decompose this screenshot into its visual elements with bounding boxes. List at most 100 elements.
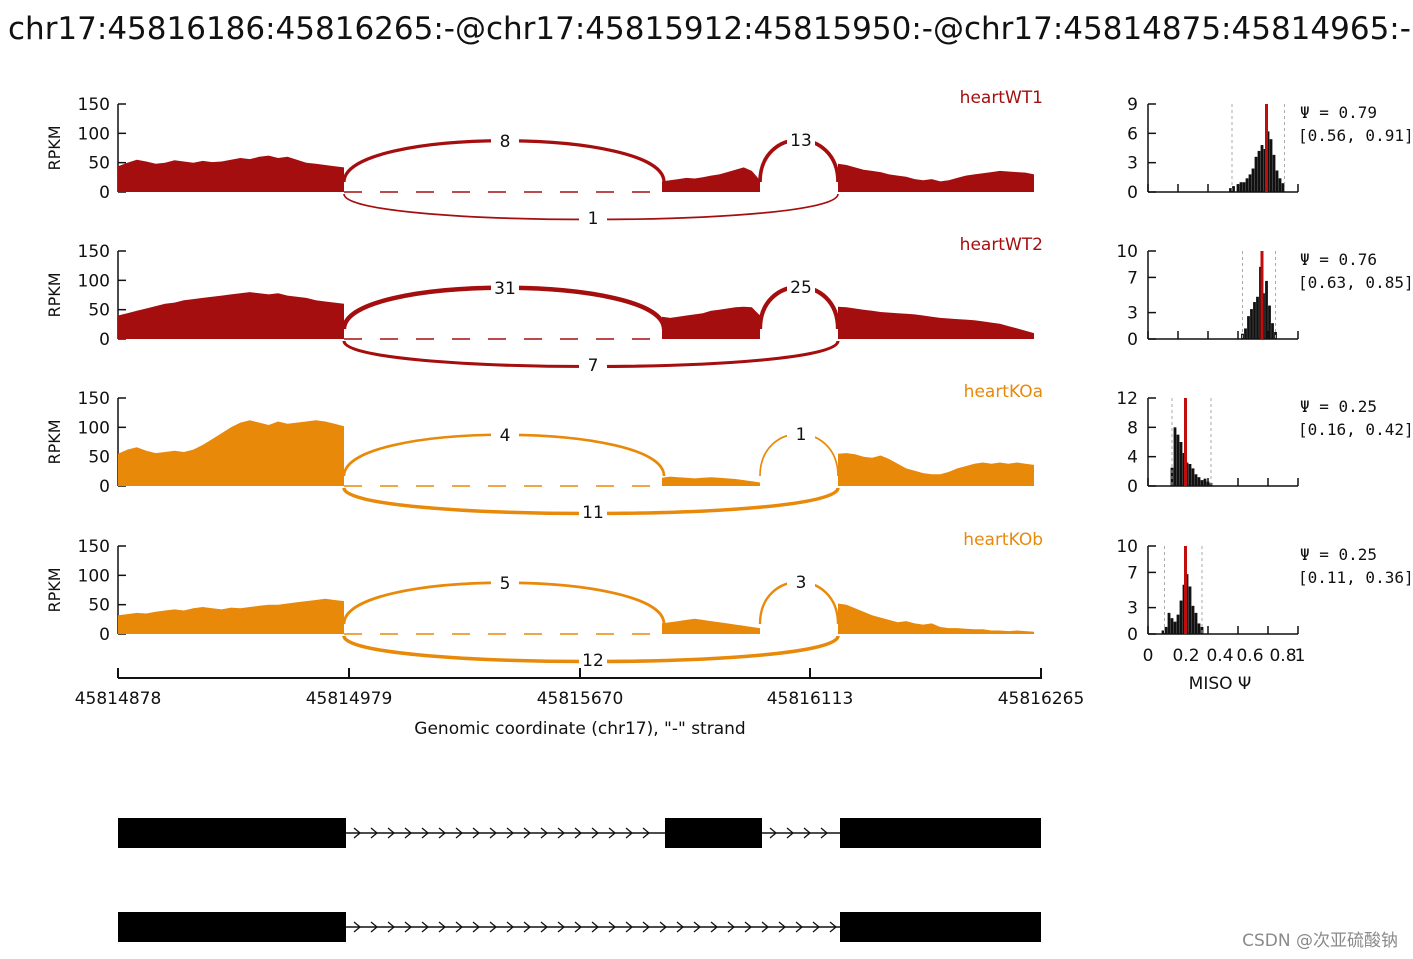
coverage-area-ex1 [118,598,344,634]
strand-chevron [557,921,566,933]
strand-chevron [472,921,481,933]
miso-hist-bar [1250,309,1253,339]
strand-chevron [829,921,838,933]
y-tick-label: 100 [78,566,110,586]
miso-y-tick-label: 0 [1127,477,1138,497]
miso-hist-bar [1281,183,1285,192]
y-tick-label: 50 [88,448,110,468]
strand-chevron [506,921,515,933]
x-tick-label: 45815670 [537,689,624,709]
gene-model [118,818,1041,942]
junction-count-right: 25 [790,278,812,298]
coverage-area-ex2 [662,618,760,634]
psi-value: Ψ = 0.79 [1300,103,1377,122]
miso-hist-bar [1194,474,1198,486]
isoform-1 [118,818,1041,848]
miso-x-tick-label: 0.4 [1206,646,1233,666]
miso-hist-bar [1247,316,1250,339]
junction-count-left: 31 [494,279,516,299]
junction-count-left: 8 [500,132,511,152]
coverage-area-ex1 [118,420,344,486]
exon-block [665,818,762,848]
strand-chevron [523,827,532,839]
miso-y-tick-label: 7 [1127,563,1138,583]
junction-count-left: 4 [500,426,511,446]
miso-hist-bar [1179,442,1183,486]
miso-hist-bar [1251,168,1255,192]
y-tick-label: 100 [78,418,110,438]
psi-value: Ψ = 0.76 [1300,250,1377,269]
strand-chevron [370,827,379,839]
strand-chevron [769,827,778,839]
y-tick-label: 0 [99,330,110,350]
y-tick-label: 150 [78,537,110,557]
coverage-area-ex2 [662,476,760,486]
strand-chevron [455,921,464,933]
strand-chevron [642,827,651,839]
junction-label-bg [491,130,519,151]
strand-chevron [744,921,753,933]
miso-hist-bar [1248,174,1252,192]
junction-label-bg [491,572,519,593]
strand-chevron [506,827,515,839]
strand-chevron [421,827,430,839]
miso-hist-bar [1244,328,1247,339]
psi-ci: [0.56, 0.91] [1298,126,1413,145]
x-tick-label: 45816113 [767,689,854,709]
miso-hist-bar [1232,186,1235,192]
junction-label-bg [787,277,815,297]
miso-x-tick-label: 0.6 [1236,646,1263,666]
miso-x-tick-label: 0.2 [1172,646,1199,666]
y-tick-label: 150 [78,389,110,409]
miso-hist-bar [1272,154,1276,192]
strand-chevron [812,921,821,933]
sample-name: heartKOa [964,382,1043,402]
y-tick-label: 0 [99,183,110,203]
junction-count-skip: 1 [588,209,599,229]
miso-hist-bar [1268,305,1271,339]
miso-hist-bar [1242,182,1246,192]
exon-block [118,818,346,848]
junction-count-right: 3 [796,573,807,593]
miso-hist-bar [1236,184,1240,192]
coverage-area-ex2 [662,306,760,339]
strand-chevron [820,827,829,839]
x-tick-label: 45816265 [998,689,1085,709]
junction-count-right: 13 [790,131,812,151]
strand-chevron [659,921,668,933]
psi-value: Ψ = 0.25 [1300,397,1377,416]
miso-hist-bar [1194,612,1198,634]
y-tick-label: 50 [88,596,110,616]
y-axis-label: RPKM [45,567,64,612]
junction-label-bg [787,572,815,592]
sample-panel-heartWT2: 0 50 100 150 RPKM 31 25 7 heartWT2 0 3 7 10 Ψ = 0.76 [… [45,235,1413,376]
junction-label-bg [787,130,815,150]
strand-chevron [676,921,685,933]
strand-chevron [387,827,396,839]
junction-label-bg [579,502,607,522]
junction-count-skip: 12 [582,651,604,671]
strand-chevron [693,921,702,933]
miso-x-tick-label: 0 [1143,646,1154,666]
miso-y-tick-label: 3 [1127,599,1138,619]
x-tick-label: 45814979 [306,689,393,709]
strand-chevron [795,921,804,933]
miso-hist-bar [1197,477,1201,486]
miso-hist-bar [1239,182,1243,192]
sample-name: heartWT2 [960,235,1043,255]
strand-chevron [404,827,413,839]
miso-hist-bar [1188,586,1192,634]
strand-chevron [727,921,736,933]
coverage-area-ex1 [118,292,344,339]
strand-chevron [540,921,549,933]
coverage-area-ex3 [838,453,1034,486]
miso-hist-bar [1265,280,1268,339]
y-axis-label: RPKM [45,272,64,317]
strand-chevron [540,827,549,839]
miso-hist-bar [1260,145,1264,192]
sample-panel-heartWT1: 0 50 100 150 RPKM 8 13 1 heartWT1 0 3 6 9 Ψ = 0.79 [0.… [45,88,1413,229]
junction-label-bg [579,355,607,375]
